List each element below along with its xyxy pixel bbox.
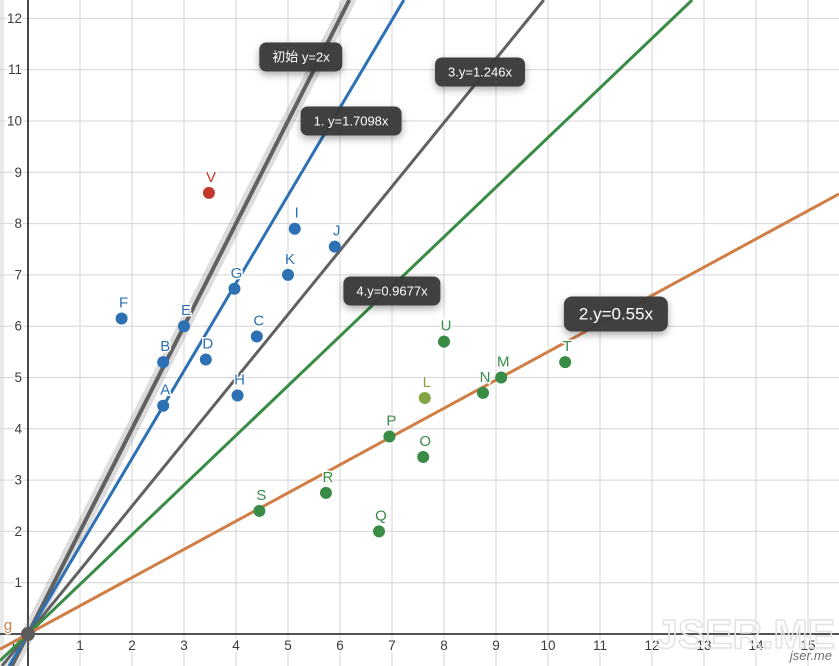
point-C[interactable] xyxy=(250,330,263,343)
point-Q[interactable] xyxy=(373,525,385,538)
point-label-N: N xyxy=(480,369,491,386)
point-H[interactable] xyxy=(231,389,244,402)
line-equation-tooltip-initial[interactable]: 初始 y=2x xyxy=(259,42,343,72)
x-tick-label: 4 xyxy=(232,638,240,653)
point-N[interactable] xyxy=(477,386,489,399)
point-label-C: C xyxy=(253,312,264,329)
line-equation-tooltip-4[interactable]: 4.y=0.9677x xyxy=(343,276,441,306)
point-V[interactable] xyxy=(202,186,215,199)
x-tick-label: 9 xyxy=(492,638,500,653)
y-tick-label: 4 xyxy=(14,421,22,436)
point-T[interactable] xyxy=(559,356,572,369)
point-label-E: E xyxy=(181,302,191,319)
x-tick-label: 2 xyxy=(128,638,136,653)
line-2[interactable] xyxy=(0,192,839,651)
point-I[interactable] xyxy=(288,222,301,235)
line-3[interactable] xyxy=(0,0,545,666)
x-tick-label: 1 xyxy=(76,638,84,653)
point-label-K: K xyxy=(285,251,295,268)
point-G[interactable] xyxy=(228,282,241,295)
point-label-G: G xyxy=(231,265,243,282)
y-tick-label: 7 xyxy=(14,267,22,282)
left-edge-strip xyxy=(0,0,4,666)
point-J[interactable] xyxy=(328,240,341,253)
point-U[interactable] xyxy=(438,335,450,348)
point-label-B: B xyxy=(160,338,170,355)
x-tick-label: 8 xyxy=(440,638,448,653)
x-tick-label: 6 xyxy=(336,638,344,653)
x-tick-label: 3 xyxy=(180,638,188,653)
x-tick-label: 15 xyxy=(800,638,815,653)
point-label-V: V xyxy=(206,169,216,186)
point-label-R: R xyxy=(323,469,334,486)
scatter-points[interactable] xyxy=(115,186,572,538)
point-label-O: O xyxy=(419,433,431,450)
point-S[interactable] xyxy=(253,504,266,517)
point-label-I: I xyxy=(295,205,299,222)
x-tick-label: 10 xyxy=(540,638,555,653)
point-label-M: M xyxy=(497,354,510,371)
line-equation-tooltip-1[interactable]: 1. y=1.7098x xyxy=(300,106,402,136)
y-tick-label: 12 xyxy=(7,11,22,26)
y-tick-label: 5 xyxy=(14,370,22,385)
y-tick-label: 3 xyxy=(14,473,22,488)
point-label-Q: Q xyxy=(375,507,387,524)
point-M[interactable] xyxy=(495,371,508,384)
point-B[interactable] xyxy=(157,356,170,369)
x-tick-label: 14 xyxy=(748,638,764,653)
point-label-U: U xyxy=(441,318,452,335)
line-initial[interactable] xyxy=(9,0,352,666)
point-labels: A B C DE F G H I J K L MN O P Q R S T U V xyxy=(118,167,574,526)
y-tick-label: 2 xyxy=(14,524,22,539)
point-label-F: F xyxy=(119,295,128,312)
tick-labels: 1234567891011121314151234567891011120g xyxy=(2,9,817,655)
point-label-L: L xyxy=(423,374,431,391)
line-equation-tooltip-2[interactable]: 2.y=0.55x xyxy=(563,296,669,332)
point-label-A: A xyxy=(160,382,170,399)
x-tick-label: 5 xyxy=(284,638,292,653)
point-D[interactable] xyxy=(199,353,212,366)
y-tick-label: 6 xyxy=(14,319,22,334)
point-L[interactable] xyxy=(418,392,431,405)
y-tick-label: 10 xyxy=(7,114,22,129)
x-tick-label: 13 xyxy=(696,638,711,653)
x-tick-label: 7 xyxy=(388,638,396,653)
point-K[interactable] xyxy=(282,268,294,281)
line-4[interactable] xyxy=(0,0,694,662)
y-tick-label: 9 xyxy=(14,165,22,180)
point-A[interactable] xyxy=(157,399,170,412)
x-tick-label: 12 xyxy=(644,638,659,653)
origin-point[interactable] xyxy=(21,627,35,641)
point-label-J: J xyxy=(333,223,341,240)
point-E[interactable] xyxy=(178,320,190,333)
point-P[interactable] xyxy=(383,430,396,443)
point-label-S: S xyxy=(256,487,266,504)
line-equation-tooltip-3[interactable]: 3.y=1.246x xyxy=(435,57,525,87)
y-tick-label: 8 xyxy=(14,216,22,231)
orange-line-g-label: g xyxy=(4,617,12,634)
point-O[interactable] xyxy=(417,451,430,464)
point-label-P: P xyxy=(386,412,396,429)
x-tick-label: 11 xyxy=(593,638,607,653)
point-label-T: T xyxy=(563,338,572,355)
point-R[interactable] xyxy=(319,486,332,499)
point-label-D: D xyxy=(202,336,213,353)
y-tick-label: 1 xyxy=(14,575,22,590)
point-label-H: H xyxy=(234,371,245,388)
point-F[interactable] xyxy=(115,312,128,325)
y-tick-label: 11 xyxy=(8,62,22,77)
